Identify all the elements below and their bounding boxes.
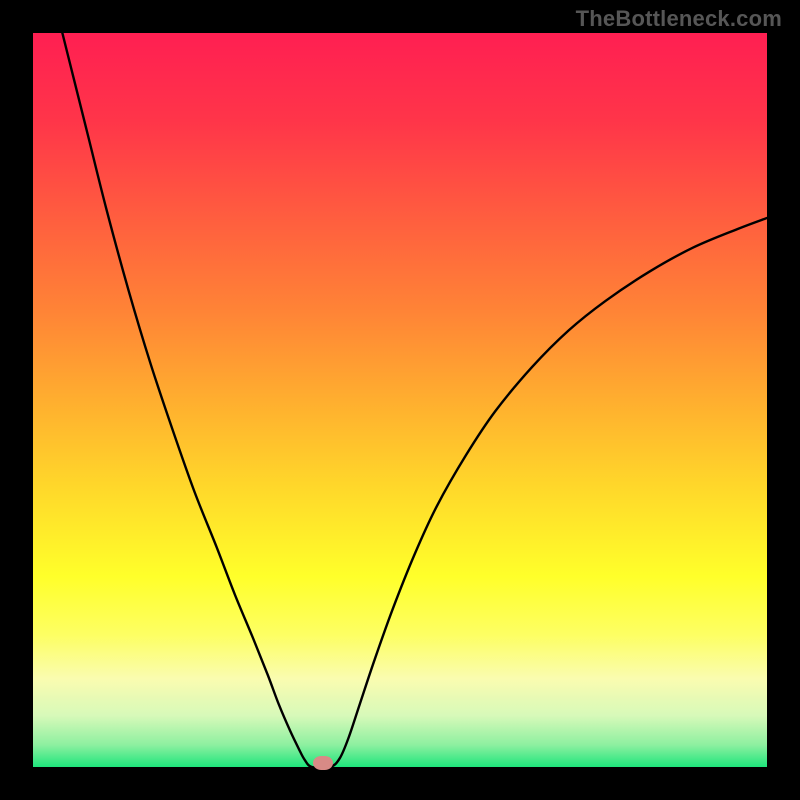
outer-frame: TheBottleneck.com xyxy=(0,0,800,800)
bottleneck-curve xyxy=(33,33,767,767)
min-point-marker xyxy=(313,756,333,770)
watermark-text: TheBottleneck.com xyxy=(576,6,782,32)
